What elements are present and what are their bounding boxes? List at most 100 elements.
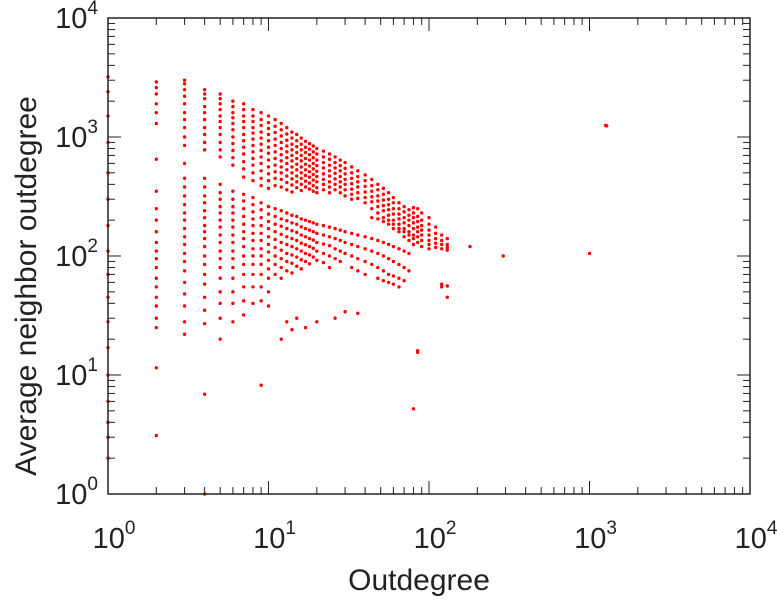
data-point	[259, 161, 263, 166]
data-point	[285, 320, 289, 324]
data-point	[266, 219, 271, 224]
data-point	[295, 316, 299, 320]
data-point	[303, 218, 308, 222]
data-point	[279, 217, 283, 221]
data-point	[241, 125, 246, 130]
data-point	[259, 272, 263, 277]
data-point	[290, 148, 294, 152]
data-point	[303, 226, 308, 231]
data-point	[182, 194, 187, 198]
data-point	[251, 210, 255, 214]
data-point	[251, 171, 255, 175]
data-point	[154, 276, 159, 280]
data-point	[251, 285, 255, 289]
data-point	[266, 226, 271, 231]
data-point	[182, 102, 187, 106]
data-point	[343, 172, 347, 176]
x-tick-labels: 100 101 102 103 104	[93, 518, 777, 555]
data-point	[259, 215, 263, 220]
data-point	[241, 139, 246, 143]
data-point	[266, 114, 271, 118]
data-point	[251, 195, 255, 200]
data-point	[154, 295, 159, 299]
data-point	[356, 256, 360, 261]
data-point	[321, 166, 326, 170]
data-point	[273, 143, 277, 148]
data-point	[370, 236, 374, 241]
data-point	[182, 117, 187, 122]
data-point	[333, 160, 337, 165]
data-point	[391, 226, 396, 231]
data-point	[321, 182, 326, 187]
data-point	[307, 219, 312, 224]
data-point	[419, 238, 424, 243]
data-point	[327, 254, 332, 258]
data-point	[154, 304, 159, 308]
data-point	[397, 226, 401, 231]
data-point	[445, 242, 449, 247]
data-point	[266, 258, 271, 263]
data-point	[303, 325, 308, 330]
data-point	[259, 201, 263, 205]
data-point	[391, 282, 396, 286]
data-point	[259, 148, 263, 153]
data-point	[315, 258, 319, 263]
data-point	[154, 157, 159, 161]
data-point	[241, 285, 246, 289]
data-point	[419, 211, 424, 215]
data-point	[182, 82, 187, 86]
data-point	[315, 146, 319, 151]
y-tick-label: 104	[55, 0, 98, 35]
data-point	[285, 188, 289, 192]
data-point	[273, 230, 277, 234]
data-point	[202, 295, 207, 299]
data-point	[202, 96, 207, 101]
data-point	[343, 310, 347, 314]
data-point	[370, 189, 374, 193]
data-point	[259, 176, 263, 180]
data-point	[333, 247, 337, 251]
data-point	[202, 272, 207, 277]
data-point	[338, 174, 342, 179]
data-point	[445, 236, 449, 241]
data-point	[307, 153, 312, 157]
data-point	[381, 192, 386, 196]
data-point	[266, 145, 271, 149]
data-point	[397, 201, 401, 205]
data-point	[241, 167, 246, 171]
data-point	[311, 238, 315, 242]
data-point	[279, 232, 283, 237]
data-point	[433, 245, 438, 250]
data-point	[273, 163, 277, 167]
data-point	[295, 144, 299, 149]
data-point	[290, 183, 294, 187]
data-point	[381, 240, 386, 245]
data-point	[356, 233, 360, 237]
data-point	[370, 200, 374, 204]
data-point	[415, 214, 420, 219]
data-point	[386, 256, 391, 261]
data-point	[251, 238, 255, 243]
data-point	[218, 155, 222, 159]
data-point	[295, 214, 299, 219]
data-point	[202, 230, 207, 234]
data-point	[311, 150, 315, 154]
data-point	[231, 249, 235, 253]
data-point	[266, 242, 271, 247]
data-point	[241, 175, 246, 179]
data-point	[303, 251, 308, 256]
data-point	[259, 207, 263, 212]
data-point	[338, 169, 342, 173]
data-point	[343, 251, 347, 256]
data-point	[251, 301, 255, 306]
data-point	[303, 156, 308, 161]
data-point	[307, 141, 312, 146]
data-point	[259, 285, 263, 289]
data-point	[299, 159, 303, 163]
data-point	[279, 134, 283, 138]
data-point	[501, 254, 505, 258]
data-point	[266, 165, 271, 169]
data-point	[182, 292, 187, 296]
data-point	[231, 204, 235, 209]
data-point	[307, 175, 312, 179]
